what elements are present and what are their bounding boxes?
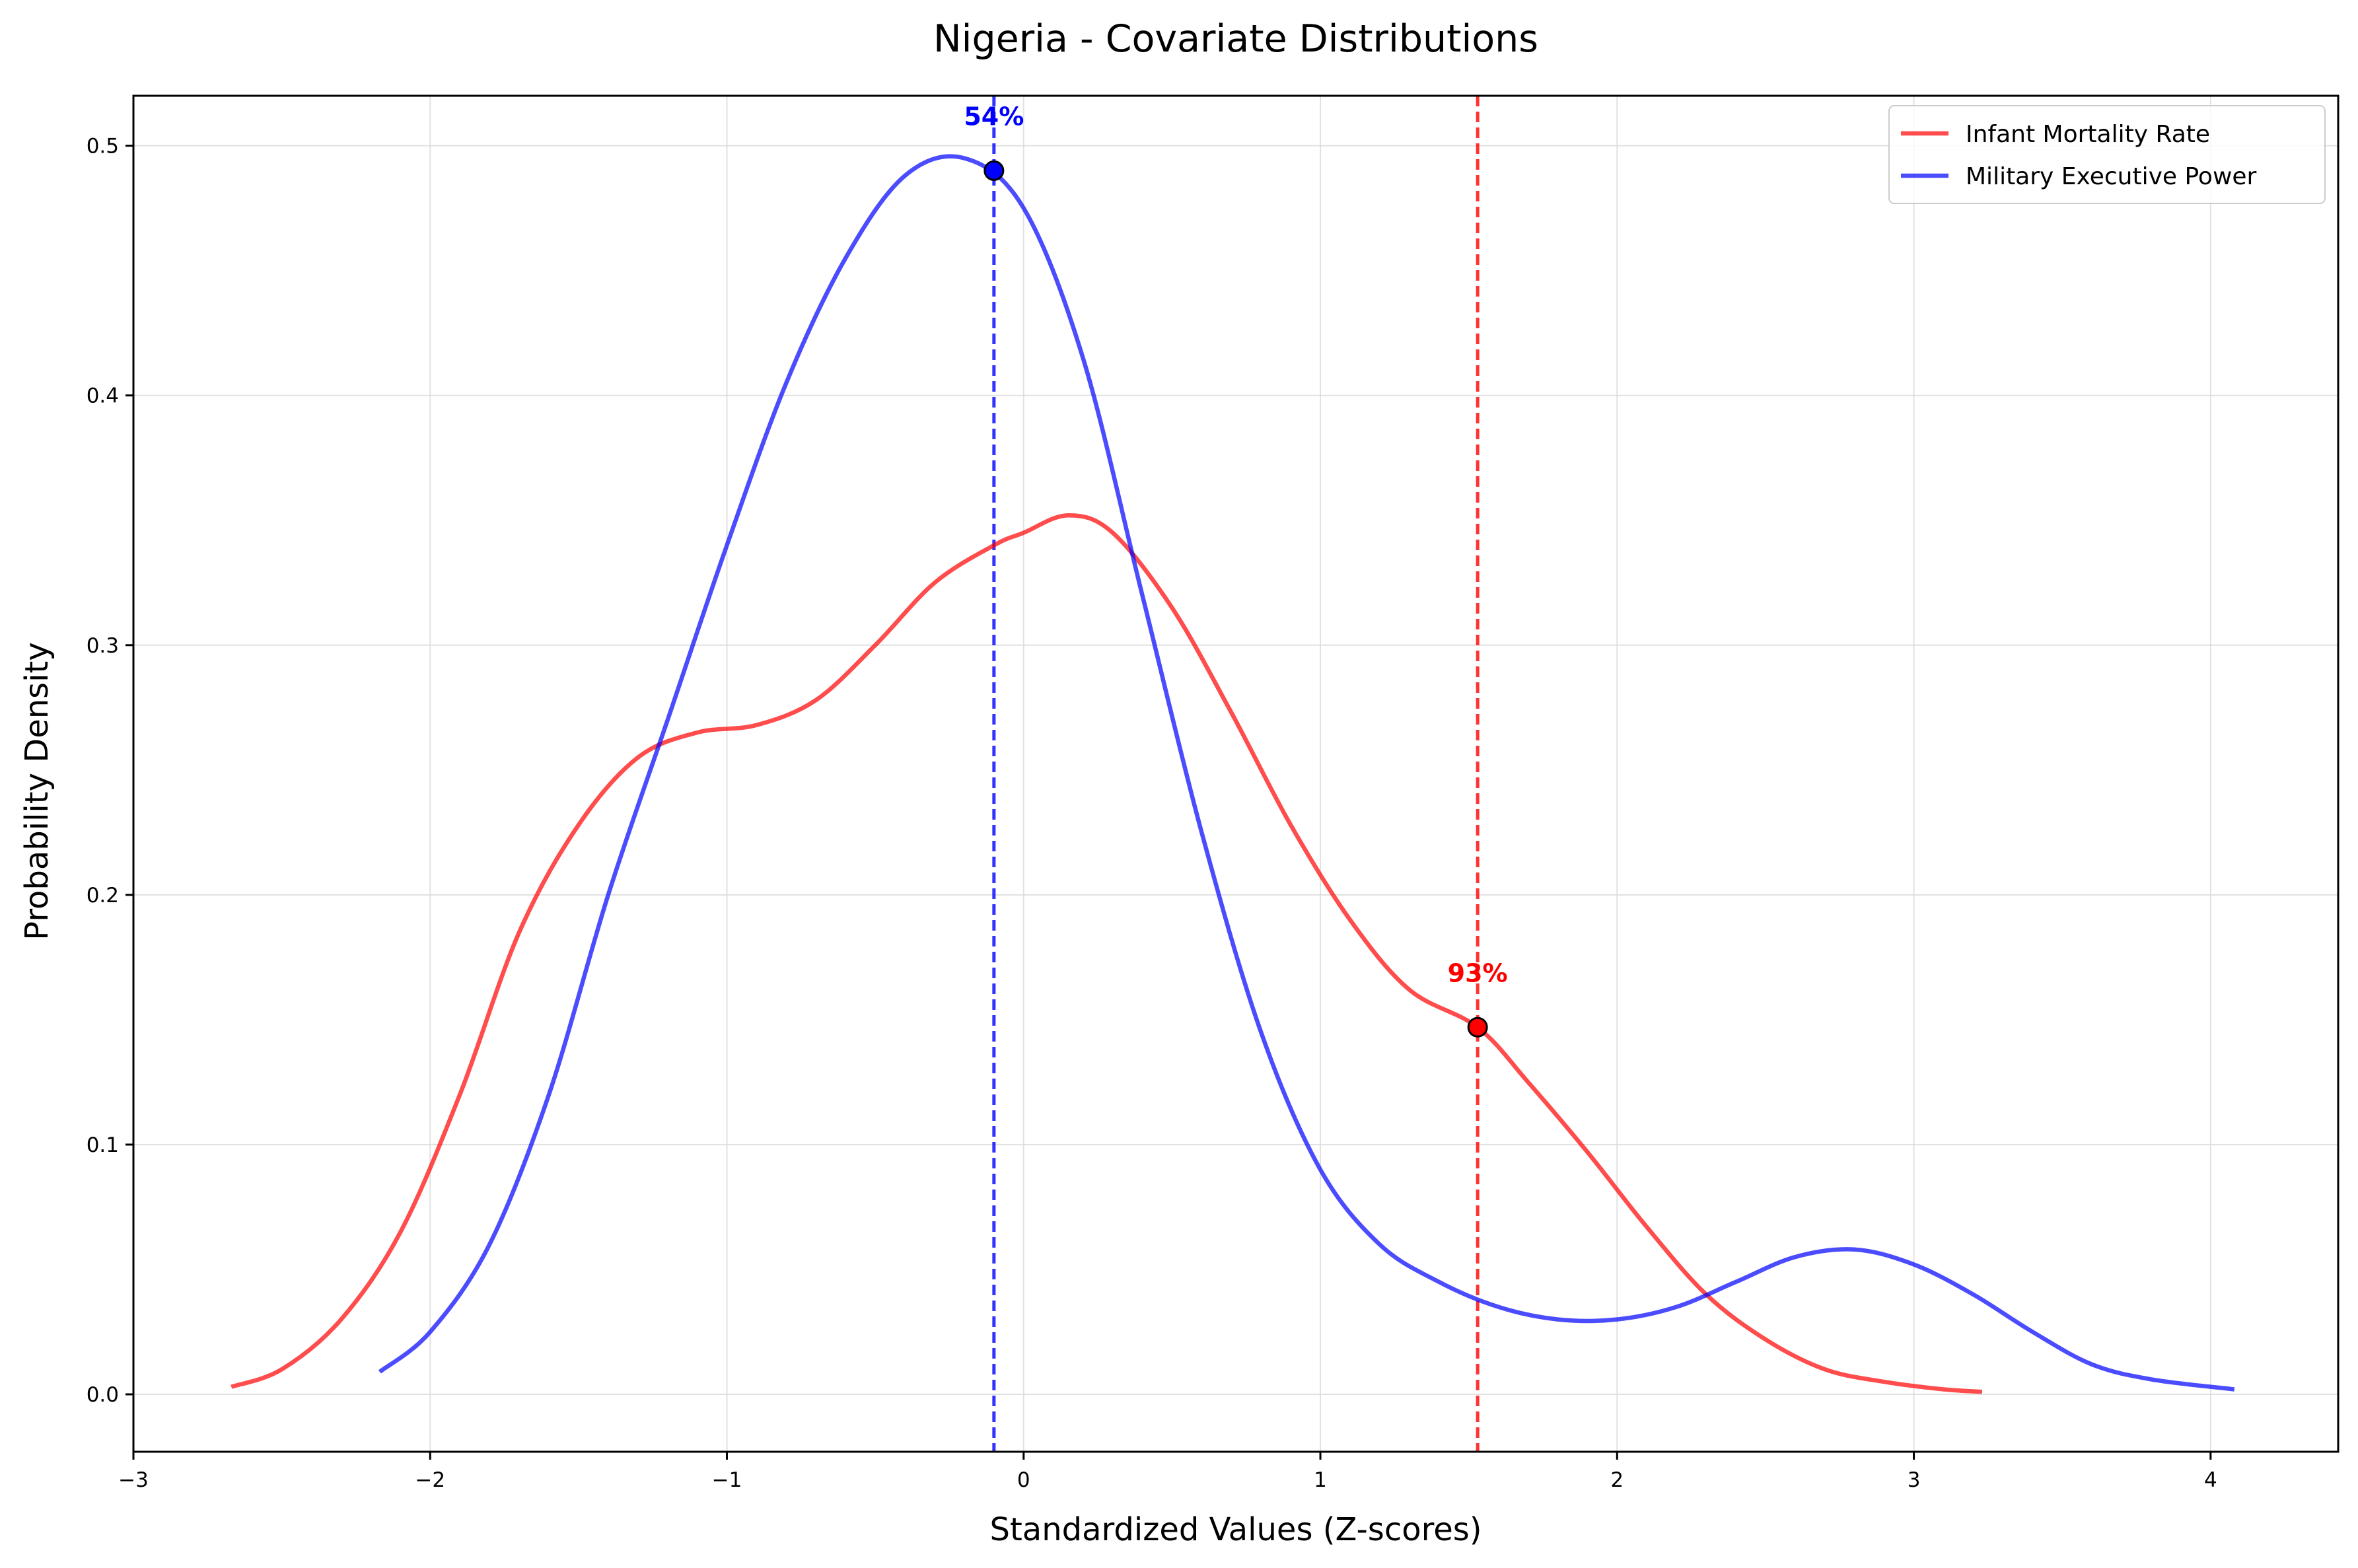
x-tick-label: −2 — [415, 1468, 445, 1492]
axes — [125, 94, 2340, 1460]
y-axis-label: Probability Density — [18, 642, 55, 940]
plot-frame — [132, 94, 2340, 1453]
reference-lines — [992, 96, 1480, 1452]
marker-label-1: 54% — [964, 102, 1024, 131]
x-axis-label: Standardized Values (Z-scores) — [989, 1511, 1482, 1548]
legend-label-1: Infant Mortality Rate — [1966, 121, 2210, 148]
legend-box — [1888, 105, 2326, 204]
legend-label-2: Military Executive Power — [1966, 163, 2257, 190]
series-line-2 — [378, 154, 2235, 1392]
y-tick-label: 0.3 — [87, 634, 119, 658]
marker-point-2 — [1467, 1016, 1488, 1038]
y-tick-label: 0.5 — [87, 135, 119, 159]
x-tick-label: 1 — [1314, 1468, 1327, 1492]
x-tick-label: 2 — [1610, 1468, 1624, 1492]
series-lines — [231, 154, 2235, 1394]
x-tick-label: −3 — [118, 1468, 149, 1492]
chart-title: Nigeria - Covariate Distributions — [933, 17, 1538, 61]
y-tick-label: 0.2 — [87, 884, 119, 908]
x-tick-label: −1 — [712, 1468, 742, 1492]
y-tick-label: 0.0 — [87, 1383, 119, 1407]
series-line-1 — [231, 513, 1983, 1394]
markers: 54% 93% — [964, 102, 1508, 1038]
x-tick-label: 0 — [1017, 1468, 1030, 1492]
x-tick-label: 3 — [1908, 1468, 1921, 1492]
marker-label-2: 93% — [1448, 959, 1508, 988]
legend: Infant Mortality Rate Military Executive … — [1888, 105, 2326, 204]
tick-labels: −3 −2 −1 0 1 2 3 4 0.0 0.1 0.2 0.3 0.4 0.5 — [87, 135, 2217, 1492]
marker-point-1 — [983, 160, 1005, 181]
y-tick-label: 0.4 — [87, 384, 119, 408]
y-tick-label: 0.1 — [87, 1133, 119, 1157]
x-tick-label: 4 — [2204, 1468, 2217, 1492]
